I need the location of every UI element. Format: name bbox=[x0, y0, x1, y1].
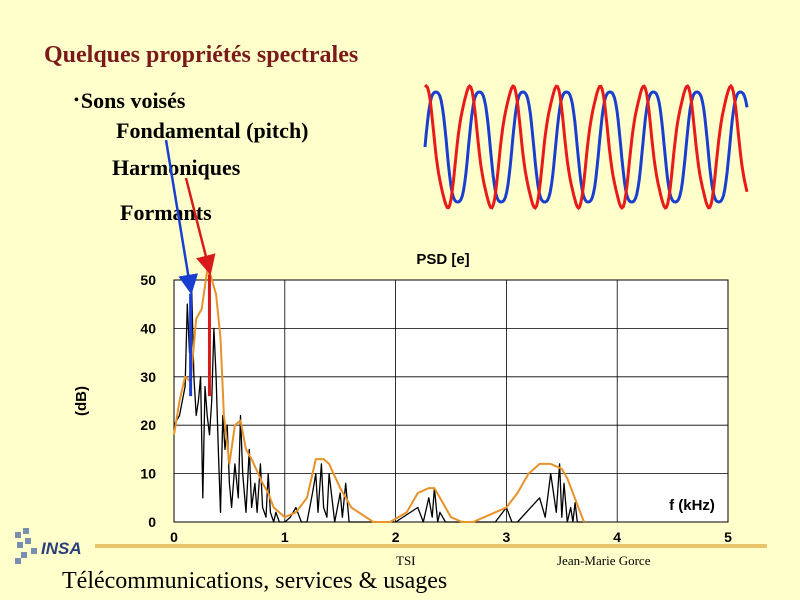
bullet-voiced-sounds: •Sons voisés bbox=[74, 88, 185, 114]
item-harmonics: Harmoniques bbox=[112, 155, 241, 180]
slide-title: Quelques propriétés spectrales bbox=[44, 42, 359, 68]
chart-title: PSD [e] bbox=[416, 251, 469, 268]
waveform-blue bbox=[423, 90, 749, 204]
y-tick-label: 30 bbox=[140, 369, 156, 385]
bullet-label: Sons voisés bbox=[80, 88, 186, 113]
insa-logo: INSA bbox=[13, 526, 93, 568]
x-tick-label: 1 bbox=[281, 529, 289, 545]
plot-area bbox=[173, 279, 729, 523]
x-tick-label: 4 bbox=[613, 529, 621, 545]
footer-tsi: TSI bbox=[396, 553, 416, 568]
x-tick-label: 3 bbox=[503, 529, 511, 545]
footer-divider bbox=[95, 544, 767, 548]
spectrum-line bbox=[173, 289, 584, 523]
footer-subtitle: Télécommunications, services & usages bbox=[62, 568, 448, 594]
x-tick-label: 2 bbox=[392, 529, 400, 545]
item-fundamental: Fondamental (pitch) bbox=[116, 118, 309, 143]
x-tick-label: 0 bbox=[170, 529, 178, 545]
insa-logo-text: INSA bbox=[41, 539, 82, 558]
formant-envelope-line bbox=[173, 269, 585, 523]
y-tick-label: 10 bbox=[140, 466, 156, 482]
harmonics-arrow bbox=[184, 177, 216, 276]
y-tick-label: 20 bbox=[140, 417, 156, 433]
fundamental-arrow bbox=[164, 139, 199, 295]
y-tick-label: 40 bbox=[140, 320, 156, 336]
x-tick-label: 5 bbox=[724, 529, 732, 545]
bullet-marker: • bbox=[74, 93, 79, 108]
waveform-red bbox=[423, 83, 749, 211]
y-tick-label: 50 bbox=[140, 272, 156, 288]
y-tick-label: 0 bbox=[148, 514, 156, 530]
footer-author: Jean-Marie Gorce bbox=[557, 553, 651, 568]
x-axis-label: f (kHz) bbox=[669, 497, 715, 514]
waveform-illustration bbox=[423, 83, 749, 211]
y-axis-label: (dB) bbox=[73, 386, 90, 416]
